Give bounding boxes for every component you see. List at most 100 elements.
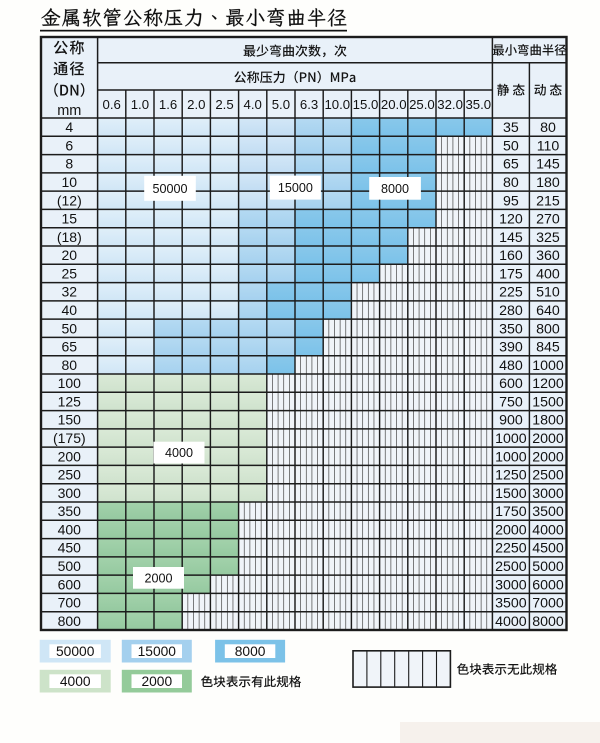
svg-text:5000: 5000 bbox=[532, 559, 564, 575]
svg-text:500: 500 bbox=[58, 558, 82, 574]
svg-text:4.0: 4.0 bbox=[244, 97, 262, 112]
svg-text:20.0: 20.0 bbox=[381, 97, 407, 112]
svg-text:1.6: 1.6 bbox=[159, 97, 177, 112]
svg-text:150: 150 bbox=[58, 412, 82, 428]
svg-text:480: 480 bbox=[499, 358, 523, 374]
svg-text:8000: 8000 bbox=[235, 644, 266, 659]
svg-text:0.6: 0.6 bbox=[103, 97, 121, 112]
svg-text:4000: 4000 bbox=[495, 614, 527, 630]
svg-text:1.0: 1.0 bbox=[131, 97, 149, 112]
svg-text:215: 215 bbox=[536, 193, 560, 209]
svg-text:125: 125 bbox=[58, 393, 82, 409]
svg-text:2000: 2000 bbox=[144, 571, 172, 585]
svg-text:50: 50 bbox=[503, 138, 519, 154]
svg-text:160: 160 bbox=[499, 248, 523, 264]
svg-text:1750: 1750 bbox=[495, 504, 527, 520]
svg-text:750: 750 bbox=[499, 394, 523, 410]
svg-text:50000: 50000 bbox=[152, 182, 187, 196]
svg-text:15000: 15000 bbox=[278, 181, 313, 195]
svg-text:845: 845 bbox=[536, 340, 560, 356]
svg-text:10: 10 bbox=[62, 174, 78, 190]
svg-text:50000: 50000 bbox=[56, 644, 95, 659]
svg-text:20: 20 bbox=[62, 247, 78, 263]
svg-text:800: 800 bbox=[58, 613, 82, 629]
svg-text:3000: 3000 bbox=[495, 577, 527, 593]
svg-text:2500: 2500 bbox=[495, 559, 527, 575]
svg-text:(175): (175) bbox=[53, 430, 86, 446]
svg-text:4000: 4000 bbox=[60, 674, 91, 689]
svg-text:600: 600 bbox=[499, 376, 523, 392]
svg-text:4000: 4000 bbox=[532, 522, 564, 538]
svg-text:65: 65 bbox=[62, 339, 78, 355]
svg-text:100: 100 bbox=[58, 375, 82, 391]
svg-text:95: 95 bbox=[503, 193, 519, 209]
svg-text:35: 35 bbox=[503, 120, 519, 136]
svg-text:510: 510 bbox=[536, 285, 560, 301]
svg-text:1200: 1200 bbox=[532, 376, 564, 392]
svg-text:700: 700 bbox=[58, 595, 82, 611]
svg-text:1000: 1000 bbox=[532, 358, 564, 374]
svg-text:2000: 2000 bbox=[532, 449, 564, 465]
svg-text:2000: 2000 bbox=[495, 522, 527, 538]
svg-text:3500: 3500 bbox=[495, 596, 527, 612]
svg-text:1500: 1500 bbox=[532, 394, 564, 410]
svg-text:640: 640 bbox=[536, 303, 560, 319]
svg-text:1500: 1500 bbox=[495, 486, 527, 502]
svg-text:900: 900 bbox=[499, 413, 523, 429]
svg-text:4500: 4500 bbox=[532, 541, 564, 557]
svg-text:50: 50 bbox=[62, 320, 78, 336]
svg-text:400: 400 bbox=[536, 266, 560, 282]
svg-text:7000: 7000 bbox=[532, 596, 564, 612]
svg-text:80: 80 bbox=[540, 120, 556, 136]
svg-text:1000: 1000 bbox=[495, 449, 527, 465]
svg-text:6000: 6000 bbox=[532, 577, 564, 593]
svg-text:145: 145 bbox=[536, 157, 560, 173]
svg-text:8: 8 bbox=[65, 156, 73, 172]
svg-text:350: 350 bbox=[499, 321, 523, 337]
svg-text:2.5: 2.5 bbox=[215, 97, 233, 112]
svg-text:4: 4 bbox=[65, 119, 73, 135]
svg-text:225: 225 bbox=[499, 285, 523, 301]
svg-text:mm: mm bbox=[57, 103, 81, 119]
svg-text:400: 400 bbox=[58, 521, 82, 537]
svg-text:5.0: 5.0 bbox=[272, 97, 290, 112]
svg-text:200: 200 bbox=[58, 448, 82, 464]
svg-text:360: 360 bbox=[536, 248, 560, 264]
svg-text:10.0: 10.0 bbox=[324, 97, 350, 112]
svg-text:1250: 1250 bbox=[495, 468, 527, 484]
svg-text:2500: 2500 bbox=[532, 468, 564, 484]
svg-text:15.0: 15.0 bbox=[353, 97, 379, 112]
svg-text:32.0: 32.0 bbox=[437, 97, 463, 112]
svg-text:3000: 3000 bbox=[532, 486, 564, 502]
svg-text:800: 800 bbox=[536, 321, 560, 337]
svg-text:15000: 15000 bbox=[138, 644, 177, 659]
svg-text:2250: 2250 bbox=[495, 541, 527, 557]
svg-text:(12): (12) bbox=[57, 192, 82, 208]
svg-text:6: 6 bbox=[65, 137, 73, 153]
svg-text:80: 80 bbox=[503, 175, 519, 191]
svg-text:300: 300 bbox=[58, 485, 82, 501]
svg-text:280: 280 bbox=[499, 303, 523, 319]
svg-text:15: 15 bbox=[62, 211, 78, 227]
svg-text:390: 390 bbox=[499, 340, 523, 356]
svg-text:2000: 2000 bbox=[532, 431, 564, 447]
svg-text:1000: 1000 bbox=[495, 431, 527, 447]
svg-text:250: 250 bbox=[58, 467, 82, 483]
svg-text:25.0: 25.0 bbox=[409, 97, 435, 112]
svg-text:8000: 8000 bbox=[532, 614, 564, 630]
svg-text:8000: 8000 bbox=[381, 182, 409, 196]
svg-text:25: 25 bbox=[62, 265, 78, 281]
svg-text:2.0: 2.0 bbox=[187, 97, 205, 112]
svg-text:1800: 1800 bbox=[532, 413, 564, 429]
svg-text:180: 180 bbox=[536, 175, 560, 191]
svg-text:2000: 2000 bbox=[141, 674, 172, 689]
svg-text:4000: 4000 bbox=[165, 446, 193, 460]
svg-text:80: 80 bbox=[62, 357, 78, 373]
svg-text:3500: 3500 bbox=[532, 504, 564, 520]
svg-text:350: 350 bbox=[58, 503, 82, 519]
svg-text:40: 40 bbox=[62, 302, 78, 318]
svg-text:32: 32 bbox=[62, 284, 78, 300]
svg-text:65: 65 bbox=[503, 157, 519, 173]
svg-text:450: 450 bbox=[58, 540, 82, 556]
svg-text:(18): (18) bbox=[57, 229, 82, 245]
